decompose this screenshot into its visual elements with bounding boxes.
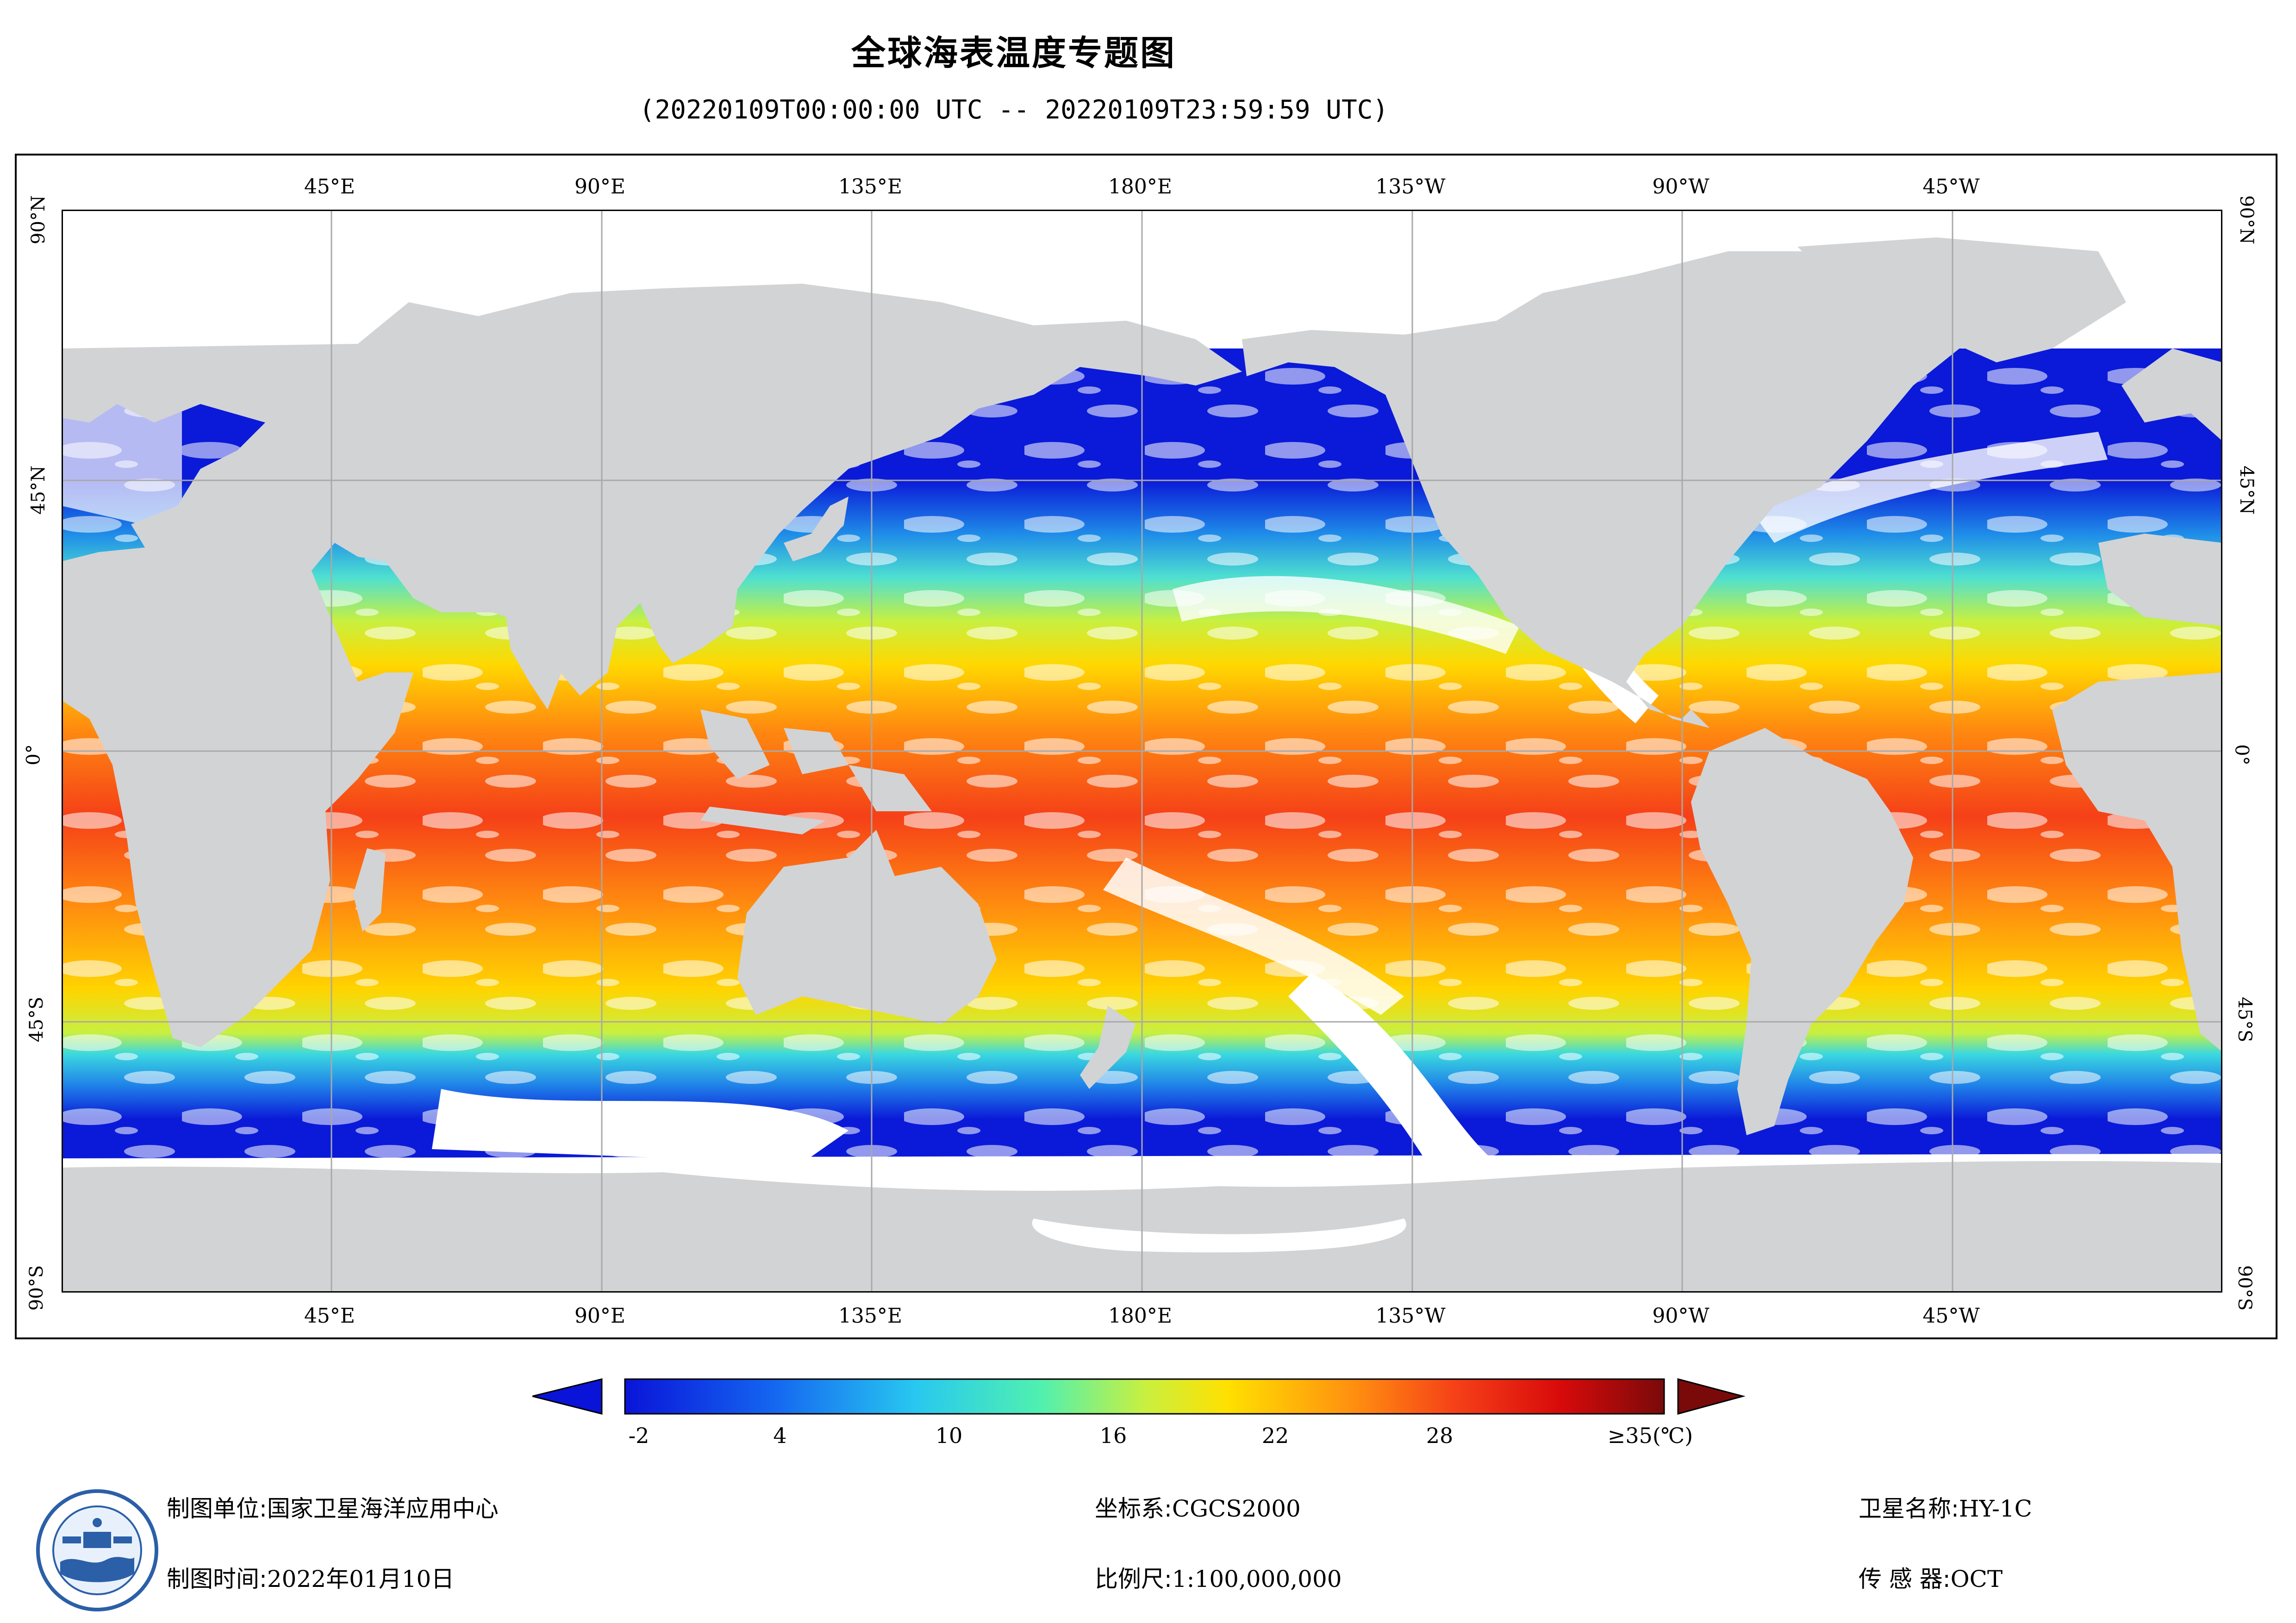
madagascar-landmass — [353, 848, 386, 932]
footer-time: 制图时间:2022年01月10日 — [167, 1561, 454, 1594]
footer-time-label: 制图时间: — [167, 1566, 267, 1592]
footer-scale-value: 1:100,000,000 — [1172, 1566, 1342, 1592]
colorbar-label: 10 — [935, 1423, 963, 1448]
lat-label-left: 0° — [23, 744, 44, 765]
footer-producer-value: 国家卫星海洋应用中心 — [267, 1495, 499, 1522]
colorbar — [532, 1378, 1745, 1415]
west-africa-landmass — [2052, 672, 2222, 1052]
lon-label-bottom: 45°W — [1922, 1304, 1980, 1328]
footer-producer: 制图单位:国家卫星海洋应用中心 — [167, 1490, 499, 1524]
footer-crs-value: CGCS2000 — [1172, 1495, 1301, 1522]
lat-label-left: 90°N — [27, 195, 49, 244]
map-border — [62, 210, 2222, 1293]
colorbar-label: 16 — [1099, 1423, 1127, 1448]
lat-label-left: 90°S — [26, 1265, 48, 1311]
colorbar-label: 22 — [1261, 1423, 1289, 1448]
lon-label-top: 45°E — [304, 175, 356, 199]
lon-label-top: 45°W — [1922, 175, 1980, 199]
colorbar-label: 28 — [1426, 1423, 1454, 1448]
map-frame — [15, 154, 2277, 1339]
colorbar-label: ≥35(℃) — [1607, 1423, 1693, 1448]
lat-label-right: 45°S — [2234, 996, 2256, 1043]
lon-label-top: 135°W — [1375, 175, 1446, 199]
europe-landmass — [2098, 348, 2222, 626]
north-america-landmass — [1242, 251, 2089, 728]
maritime-continent — [700, 709, 932, 834]
footer-sensor-value: OCT — [1950, 1566, 2003, 1592]
page-subtitle: (20220109T00:00:00 UTC -- 20220109T23:59… — [639, 95, 1389, 125]
lat-label-right: 90°S — [2234, 1265, 2256, 1311]
india-subcontinent — [506, 617, 571, 709]
footer-scale: 比例尺:1:100,000,000 — [1095, 1561, 1342, 1594]
lon-label-bottom: 90°E — [574, 1304, 626, 1328]
eurasia-africa-landmass — [62, 284, 1242, 1047]
lon-label-top: 135°E — [838, 175, 903, 199]
footer-satellite-label: 卫星名称: — [1859, 1495, 1959, 1522]
south-america-landmass — [1691, 728, 1913, 1135]
colorbar-label: 4 — [773, 1423, 787, 1448]
lon-label-bottom: 90°W — [1652, 1304, 1710, 1328]
lon-label-bottom: 45°E — [304, 1304, 356, 1328]
footer-crs: 坐标系:CGCS2000 — [1095, 1490, 1301, 1524]
colorbar-over-arrow — [1677, 1378, 1745, 1415]
colorbar-bar — [624, 1378, 1665, 1415]
colorbar-label: -2 — [628, 1423, 649, 1448]
lon-label-top: 90°E — [574, 175, 626, 199]
footer-satellite-value: HY-1C — [1959, 1495, 2032, 1522]
lon-label-top: 180°E — [1108, 175, 1173, 199]
lon-label-top: 90°W — [1652, 175, 1710, 199]
nsoas-logo — [36, 1489, 158, 1611]
lat-label-right: 0° — [2231, 744, 2252, 765]
lon-label-bottom: 135°E — [838, 1304, 903, 1328]
footer-sensor: 传 感 器:OCT — [1859, 1561, 2003, 1594]
sst-map — [62, 210, 2222, 1293]
lon-label-bottom: 135°W — [1375, 1304, 1446, 1328]
footer-producer-label: 制图单位: — [167, 1495, 267, 1522]
lat-label-right: 90°N — [2235, 195, 2257, 244]
greenland-landmass — [1797, 237, 2126, 362]
australia-landmass — [737, 830, 997, 1024]
footer-satellite: 卫星名称:HY-1C — [1859, 1490, 2032, 1524]
japan-landmass — [784, 497, 849, 561]
page-title: 全球海表温度专题图 — [851, 33, 1176, 73]
footer-scale-label: 比例尺: — [1095, 1566, 1172, 1592]
colorbar-under-arrow — [532, 1378, 603, 1415]
lat-label-left: 45°S — [26, 996, 48, 1043]
antarctica-ice-shelf — [1032, 1219, 1406, 1253]
footer-crs-label: 坐标系: — [1095, 1495, 1172, 1522]
lon-label-bottom: 180°E — [1108, 1304, 1173, 1328]
footer-time-value: 2022年01月10日 — [267, 1566, 455, 1592]
graticule — [62, 210, 2222, 1293]
footer-sensor-label: 传 感 器: — [1859, 1566, 1951, 1592]
lat-label-right: 45°N — [2235, 466, 2257, 515]
new-zealand-landmass — [1080, 1006, 1136, 1089]
lat-label-left: 45°N — [27, 466, 49, 515]
